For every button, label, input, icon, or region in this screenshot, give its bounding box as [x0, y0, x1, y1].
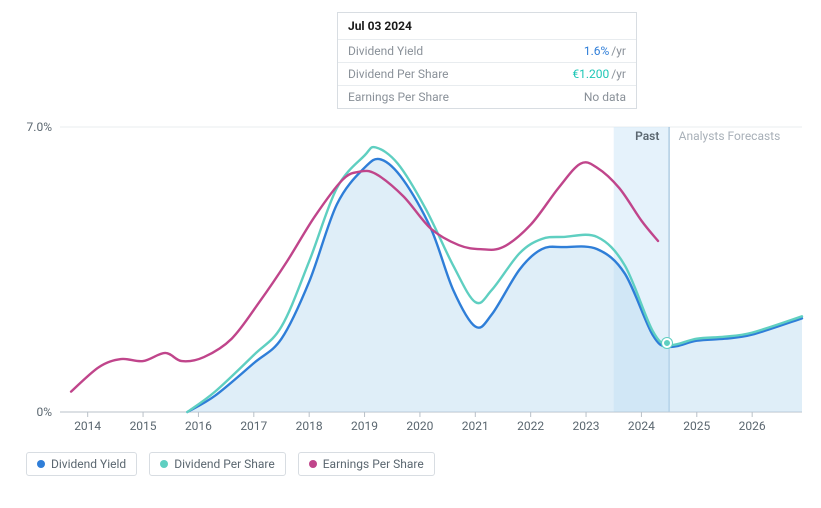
tooltip-row: Dividend Per Share €1.200/yr: [338, 63, 636, 86]
svg-text:2021: 2021: [462, 419, 489, 433]
svg-text:2025: 2025: [683, 419, 710, 433]
svg-text:2014: 2014: [74, 419, 101, 433]
tooltip-value: €1.200: [572, 67, 609, 81]
tooltip-label: Dividend Yield: [348, 44, 423, 58]
tooltip-row: Earnings Per Share No data: [338, 86, 636, 108]
legend-dot: [160, 460, 168, 468]
legend-dot: [37, 460, 45, 468]
tooltip-label: Earnings Per Share: [348, 90, 449, 104]
svg-text:2024: 2024: [628, 419, 655, 433]
tooltip-label: Dividend Per Share: [348, 67, 449, 81]
legend-label: Earnings Per Share: [323, 457, 424, 471]
svg-text:2026: 2026: [739, 419, 766, 433]
tooltip-date: Jul 03 2024: [338, 13, 636, 40]
svg-text:2022: 2022: [517, 419, 544, 433]
svg-text:2019: 2019: [351, 419, 378, 433]
chart-legend: Dividend Yield Dividend Per Share Earnin…: [12, 452, 809, 476]
legend-item-dividend-yield[interactable]: Dividend Yield: [26, 452, 137, 476]
svg-text:2017: 2017: [240, 419, 267, 433]
tooltip-value: 1.6%: [584, 44, 609, 58]
svg-text:2023: 2023: [573, 419, 600, 433]
legend-label: Dividend Per Share: [174, 457, 275, 471]
past-region-label: Past: [635, 129, 659, 143]
hover-marker: [662, 338, 672, 348]
svg-text:2018: 2018: [296, 419, 323, 433]
svg-text:2015: 2015: [130, 419, 157, 433]
tooltip-row: Dividend Yield 1.6%/yr: [338, 40, 636, 63]
legend-dot: [309, 460, 317, 468]
legend-item-dividend-per-share[interactable]: Dividend Per Share: [149, 452, 286, 476]
svg-text:2016: 2016: [185, 419, 212, 433]
legend-label: Dividend Yield: [51, 457, 126, 471]
dividend-chart: Jul 03 2024 Dividend Yield 1.6%/yr Divid…: [12, 12, 809, 476]
forecast-region-label: Analysts Forecasts: [679, 129, 781, 143]
tooltip-value: No data: [584, 90, 626, 104]
svg-text:0%: 0%: [36, 405, 52, 419]
svg-text:7.0%: 7.0%: [27, 120, 53, 134]
legend-item-earnings-per-share[interactable]: Earnings Per Share: [298, 452, 435, 476]
svg-text:2020: 2020: [406, 419, 433, 433]
chart-tooltip: Jul 03 2024 Dividend Yield 1.6%/yr Divid…: [337, 12, 637, 109]
